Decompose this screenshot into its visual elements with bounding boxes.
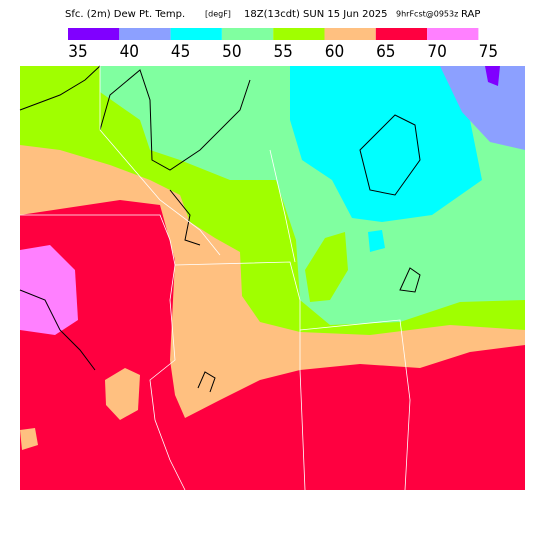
colorbar-swatch [68, 28, 120, 40]
colorbar: 35 40 45 50 55 60 65 70 75 [68, 28, 498, 62]
colorbar-swatch [324, 28, 376, 40]
colorbar-label: 75 [479, 42, 498, 62]
colorbar-label: 40 [120, 42, 139, 62]
colorbar-swatch [221, 28, 274, 40]
region-60-65 [20, 428, 38, 450]
colorbar-label: 65 [376, 42, 395, 62]
colorbar-label: 50 [222, 42, 241, 62]
state-border [99, 66, 221, 256]
region-40-45 [440, 66, 525, 150]
region-70-75 [20, 245, 78, 335]
title: Sfc. (2m) Dew Pt. Temp. [65, 9, 185, 20]
contour [197, 371, 216, 393]
colorbar-label: 60 [325, 42, 344, 62]
colorbar-swatch [375, 28, 428, 40]
contour [359, 114, 421, 196]
colorbar-swatch [170, 28, 222, 40]
colorbar-swatch [273, 28, 325, 40]
contour [399, 267, 421, 293]
model: RAP [461, 9, 480, 20]
forecast: 9hrFcst@0953z [396, 10, 458, 19]
colorbar-swatch [427, 28, 479, 40]
region-55-60 [305, 232, 348, 302]
contour [19, 289, 96, 371]
contour [99, 69, 251, 171]
map [19, 65, 525, 491]
region-45-50 [368, 230, 385, 252]
state-border [149, 264, 186, 491]
region-45-50 [290, 66, 482, 222]
units: [degF] [205, 10, 231, 19]
contour [19, 65, 101, 111]
colorbar-label: 45 [171, 42, 190, 62]
region-60-65 [105, 368, 140, 420]
contour [169, 189, 201, 246]
state-border [269, 149, 296, 263]
colorbar-label: 35 [68, 42, 87, 62]
colorbar-swatch [119, 28, 171, 40]
state-border [20, 214, 306, 491]
region-35-40 [485, 66, 500, 86]
colorbar-label: 55 [273, 42, 292, 62]
state-border [299, 319, 411, 491]
colorbar-label: 70 [427, 42, 446, 62]
valid-time: 18Z(13cdt) SUN 15 Jun 2025 [244, 9, 388, 20]
